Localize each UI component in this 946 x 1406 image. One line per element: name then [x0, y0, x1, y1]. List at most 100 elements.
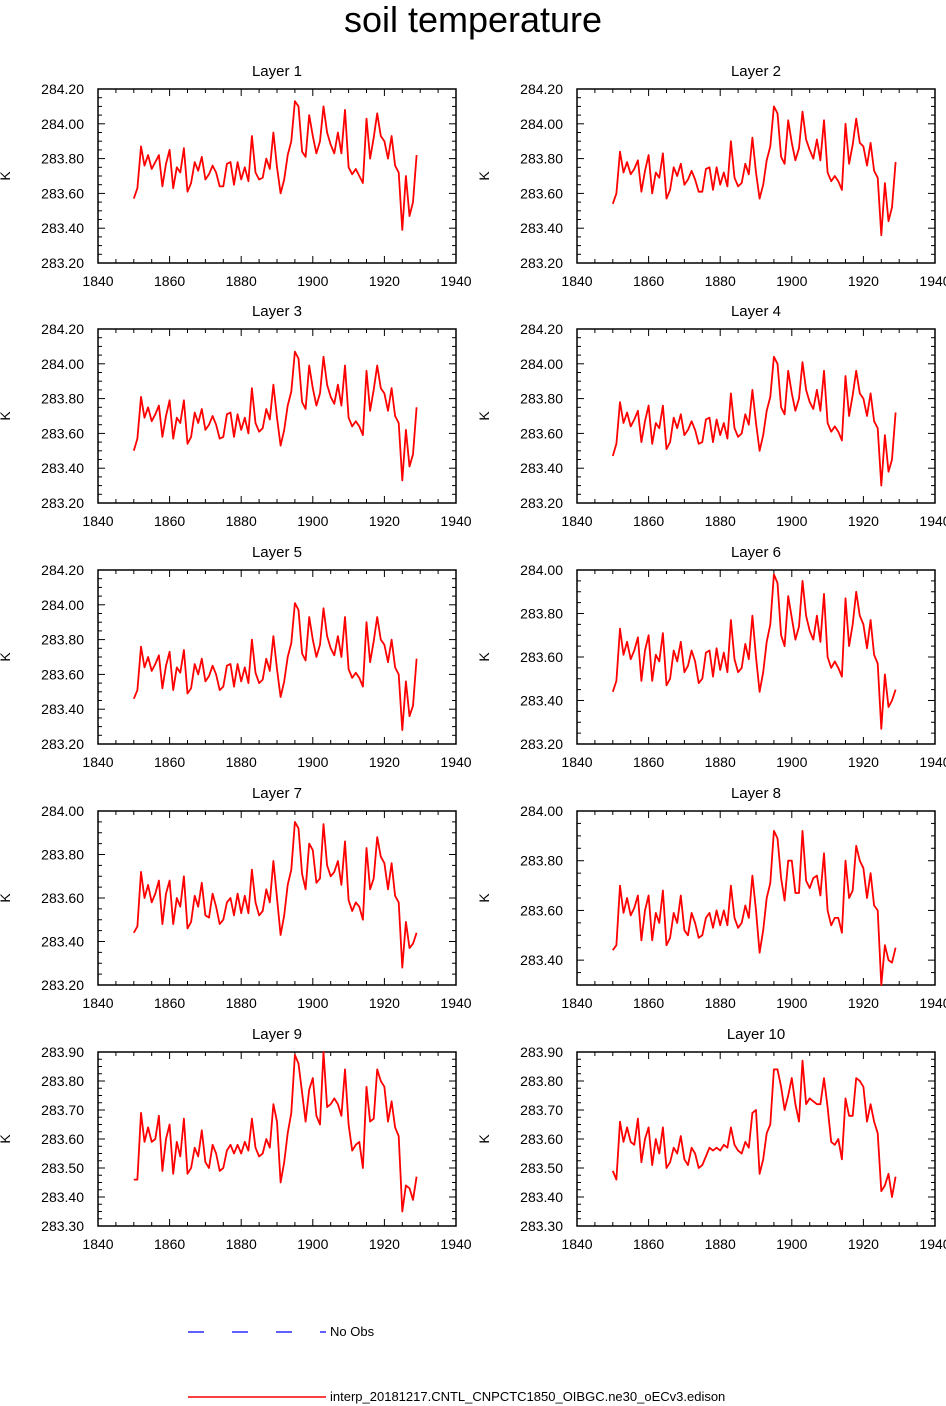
x-tick-label: 1920: [848, 513, 879, 529]
y-tick-label: 283.40: [520, 1189, 563, 1205]
y-axis-label: K: [476, 652, 492, 662]
x-tick-label: 1880: [705, 1236, 736, 1252]
series-line: [133, 821, 418, 969]
y-tick-label: 283.30: [520, 1218, 563, 1234]
y-tick-label: 283.60: [41, 1131, 84, 1147]
y-tick-label: 283.80: [41, 847, 84, 863]
x-tick-label: 1840: [561, 513, 592, 529]
x-tick-label: 1860: [633, 1236, 664, 1252]
x-tick-label: 1940: [440, 1236, 471, 1252]
x-tick-label: 1900: [297, 513, 328, 529]
x-tick-label: 1920: [848, 1236, 879, 1252]
y-tick-label: 283.60: [41, 666, 84, 682]
y-tick-label: 283.20: [41, 736, 84, 752]
y-axis-label: K: [476, 1134, 492, 1144]
x-tick-label: 1900: [776, 1236, 807, 1252]
x-tick-label: 1840: [82, 754, 113, 770]
x-tick-label: 1840: [82, 273, 113, 289]
x-tick-label: 1880: [226, 273, 257, 289]
series-line: [611, 573, 897, 730]
x-tick-label: 1880: [226, 1236, 257, 1252]
y-axis-label: K: [476, 893, 492, 903]
y-tick-label: 283.20: [520, 736, 563, 752]
panel-layer-10: 1840 1860 1880 1900 1920 1940 283.30 283.40 283.…: [476, 1026, 946, 1252]
chart-title: soil temperature: [343, 0, 603, 40]
y-tick-label: 283.60: [41, 425, 84, 441]
y-axis-label: K: [0, 171, 13, 181]
panel-title: Layer 2: [731, 63, 781, 80]
x-tick-label: 1920: [369, 754, 400, 770]
y-tick-label: 283.80: [41, 632, 84, 648]
x-tick-label: 1900: [297, 754, 328, 770]
x-tick-label: 1860: [633, 273, 664, 289]
y-tick-label: 283.60: [520, 425, 563, 441]
y-tick-label: 283.80: [41, 391, 84, 407]
y-tick-label: 284.20: [520, 81, 563, 97]
x-tick-label: 1880: [705, 754, 736, 770]
panel-title: Layer 1: [252, 63, 302, 80]
panel-title: Layer 4: [731, 303, 781, 320]
y-tick-label: 284.20: [41, 562, 84, 578]
y-tick-label: 283.40: [41, 1189, 84, 1205]
y-axis-label: K: [0, 652, 13, 662]
x-tick-label: 1900: [776, 995, 807, 1011]
panel-title: Layer 3: [252, 303, 302, 320]
y-tick-label: 284.00: [520, 116, 563, 132]
x-tick-label: 1900: [776, 513, 807, 529]
y-tick-label: 283.70: [41, 1102, 84, 1118]
y-tick-label: 283.20: [41, 977, 84, 993]
y-tick-label: 284.00: [41, 116, 84, 132]
panel-layer-2: 1840 1860 1880 1900 1920 1940 283.20 283.40 283.…: [476, 63, 946, 289]
series-line: [611, 355, 897, 487]
x-tick-label: 1860: [633, 754, 664, 770]
y-tick-label: 283.60: [41, 890, 84, 906]
panel-layer-4: 1840 1860 1880 1900 1920 1940 283.20 283.40 283.…: [476, 303, 946, 529]
x-tick-label: 1840: [561, 754, 592, 770]
y-tick-label: 283.40: [520, 952, 563, 968]
y-tick-label: 283.80: [41, 1073, 84, 1089]
y-axis-label: K: [0, 1134, 13, 1144]
y-tick-label: 283.80: [41, 151, 84, 167]
panel-title: Layer 6: [731, 544, 781, 561]
x-tick-label: 1920: [848, 995, 879, 1011]
legend-model-label: interp_20181217.CNTL_CNPCTC1850_OIBGC.ne…: [330, 1389, 726, 1404]
y-tick-label: 283.60: [520, 185, 563, 201]
y-tick-label: 284.00: [41, 597, 84, 613]
x-tick-label: 1880: [705, 273, 736, 289]
y-tick-label: 283.20: [41, 255, 84, 271]
panel-title: Layer 7: [252, 785, 302, 802]
series-line: [132, 602, 418, 731]
y-tick-label: 283.90: [520, 1044, 563, 1060]
x-tick-label: 1920: [369, 513, 400, 529]
x-tick-label: 1940: [440, 513, 471, 529]
x-tick-label: 1880: [705, 995, 736, 1011]
panel-layer-6: 1840 1860 1880 1900 1920 1940 283.20 283.40 283.…: [476, 544, 946, 770]
legend-obs-label: No Obs: [330, 1324, 375, 1339]
y-tick-label: 283.40: [520, 693, 563, 709]
y-tick-label: 283.40: [41, 220, 84, 236]
x-tick-label: 1940: [440, 995, 471, 1011]
plot-frame: [97, 88, 457, 264]
y-tick-label: 283.90: [41, 1044, 84, 1060]
x-tick-label: 1880: [226, 754, 257, 770]
y-tick-label: 283.60: [520, 902, 563, 918]
x-tick-label: 1940: [919, 273, 946, 289]
series-line: [611, 105, 897, 237]
x-tick-label: 1860: [154, 513, 185, 529]
x-tick-label: 1860: [154, 995, 185, 1011]
y-axis-label: K: [0, 893, 13, 903]
y-tick-label: 283.40: [520, 220, 563, 236]
x-tick-label: 1940: [919, 1236, 946, 1252]
x-tick-label: 1880: [705, 513, 736, 529]
x-tick-label: 1940: [919, 513, 946, 529]
x-tick-label: 1900: [297, 273, 328, 289]
x-tick-label: 1860: [154, 273, 185, 289]
legend-obs-swatch: [188, 1331, 326, 1333]
y-tick-label: 283.60: [520, 1131, 563, 1147]
y-tick-label: 283.60: [520, 649, 563, 665]
y-tick-label: 284.20: [520, 321, 563, 337]
x-tick-label: 1900: [776, 273, 807, 289]
y-tick-label: 283.80: [520, 151, 563, 167]
x-tick-label: 1920: [369, 273, 400, 289]
